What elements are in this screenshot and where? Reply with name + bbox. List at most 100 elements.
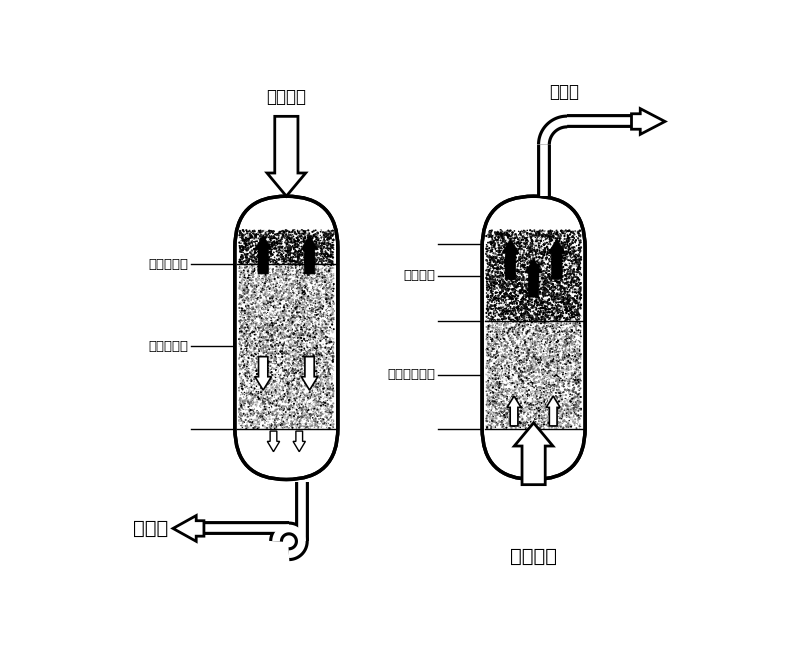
Point bbox=[546, 248, 559, 259]
Point bbox=[291, 256, 303, 266]
Point bbox=[283, 410, 296, 421]
Point bbox=[308, 361, 320, 371]
Point bbox=[308, 374, 321, 385]
Point bbox=[258, 328, 271, 339]
Point bbox=[295, 375, 308, 386]
Point bbox=[552, 297, 565, 308]
Point bbox=[546, 290, 559, 301]
Point bbox=[553, 326, 566, 337]
Point bbox=[528, 241, 541, 252]
Point bbox=[302, 250, 315, 261]
Point bbox=[517, 270, 530, 280]
Point bbox=[520, 405, 533, 416]
Point bbox=[323, 367, 336, 377]
Point bbox=[242, 266, 255, 276]
Point bbox=[502, 225, 514, 236]
Point bbox=[242, 308, 255, 318]
Point bbox=[253, 288, 266, 299]
Point bbox=[275, 244, 288, 255]
Point bbox=[537, 256, 550, 266]
Point bbox=[249, 257, 262, 268]
Point bbox=[270, 254, 283, 264]
Point bbox=[571, 376, 584, 387]
Point bbox=[510, 300, 523, 311]
Point bbox=[504, 293, 517, 304]
Point bbox=[503, 284, 516, 294]
Point bbox=[530, 310, 543, 321]
Point bbox=[319, 365, 332, 375]
Point bbox=[286, 282, 299, 292]
Point bbox=[236, 245, 249, 256]
Point bbox=[261, 413, 274, 424]
Point bbox=[528, 391, 541, 402]
Point bbox=[554, 284, 567, 295]
Point bbox=[496, 244, 509, 254]
Point bbox=[312, 305, 324, 316]
Point bbox=[572, 249, 585, 260]
Point bbox=[295, 345, 308, 355]
Point bbox=[574, 357, 587, 368]
Point bbox=[240, 356, 253, 367]
Point bbox=[524, 339, 537, 349]
Point bbox=[290, 252, 303, 262]
Point bbox=[252, 339, 265, 350]
Point bbox=[484, 274, 497, 284]
Point bbox=[548, 322, 561, 332]
Point bbox=[548, 419, 561, 429]
Point bbox=[311, 240, 324, 251]
Point bbox=[269, 294, 282, 305]
Point bbox=[260, 298, 273, 309]
Point bbox=[314, 253, 327, 264]
Point bbox=[496, 391, 509, 401]
Point bbox=[262, 328, 275, 339]
Point bbox=[514, 406, 527, 417]
Point bbox=[282, 349, 295, 359]
Point bbox=[545, 366, 558, 377]
Point bbox=[574, 284, 587, 294]
Point bbox=[253, 264, 266, 274]
Point bbox=[534, 408, 547, 419]
Point bbox=[291, 419, 304, 429]
Point bbox=[272, 415, 285, 425]
Point bbox=[543, 284, 555, 294]
Point bbox=[266, 241, 279, 252]
Point bbox=[286, 270, 299, 280]
Point bbox=[252, 268, 265, 278]
Point bbox=[549, 401, 562, 411]
Point bbox=[572, 317, 585, 328]
Point bbox=[319, 389, 332, 399]
Point bbox=[572, 308, 584, 318]
Point bbox=[529, 257, 542, 268]
Point bbox=[303, 270, 316, 280]
Point bbox=[493, 256, 506, 267]
Point bbox=[492, 365, 505, 375]
Point bbox=[317, 238, 330, 249]
Point bbox=[566, 282, 579, 293]
Point bbox=[296, 342, 309, 353]
Point bbox=[251, 280, 264, 290]
Point bbox=[243, 334, 256, 345]
Point bbox=[319, 248, 332, 259]
Point bbox=[246, 240, 259, 251]
Point bbox=[274, 404, 287, 415]
Point bbox=[568, 399, 580, 410]
Point bbox=[273, 363, 286, 373]
Point bbox=[513, 318, 526, 328]
Point bbox=[271, 269, 284, 280]
Point bbox=[291, 272, 304, 282]
Point bbox=[303, 393, 316, 404]
Point bbox=[515, 298, 528, 309]
Point bbox=[286, 402, 299, 413]
Point bbox=[263, 405, 276, 415]
Point bbox=[541, 275, 554, 286]
Point bbox=[281, 351, 294, 362]
Point bbox=[262, 228, 275, 239]
Point bbox=[502, 405, 515, 415]
Point bbox=[497, 396, 510, 407]
Point bbox=[481, 386, 494, 397]
Point bbox=[559, 284, 572, 294]
Point bbox=[545, 283, 558, 294]
Point bbox=[541, 368, 554, 379]
Point bbox=[531, 399, 544, 409]
Point bbox=[302, 422, 315, 433]
